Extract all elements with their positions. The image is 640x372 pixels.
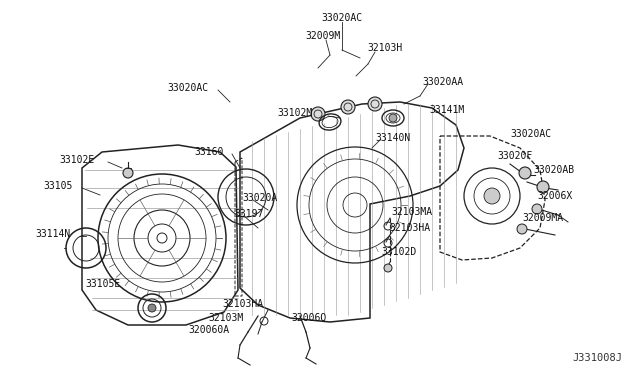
Circle shape <box>341 100 355 114</box>
Circle shape <box>384 264 392 272</box>
Text: 32006Q: 32006Q <box>291 313 326 323</box>
Text: 33105E: 33105E <box>86 279 121 289</box>
Circle shape <box>517 224 527 234</box>
Text: 33020AA: 33020AA <box>422 77 463 87</box>
Text: 32103HA: 32103HA <box>222 299 263 309</box>
Text: 32103M: 32103M <box>208 313 243 323</box>
Circle shape <box>148 304 156 312</box>
Text: 33020AC: 33020AC <box>321 13 363 23</box>
Circle shape <box>519 167 531 179</box>
Text: 33020AC: 33020AC <box>510 129 551 139</box>
Text: 33102E: 33102E <box>60 155 95 165</box>
Text: 33105: 33105 <box>44 181 73 191</box>
Text: 32009M: 32009M <box>305 31 340 41</box>
Circle shape <box>532 204 542 214</box>
Text: 32009MA: 32009MA <box>522 213 563 223</box>
Text: 32103HA: 32103HA <box>389 223 430 233</box>
Text: 33141M: 33141M <box>429 105 464 115</box>
Text: 33020A: 33020A <box>242 193 277 203</box>
Text: 33102D: 33102D <box>381 247 416 257</box>
Circle shape <box>484 188 500 204</box>
Circle shape <box>389 114 397 122</box>
Circle shape <box>537 181 549 193</box>
Text: 33114N: 33114N <box>36 229 71 239</box>
Text: 33140N: 33140N <box>375 133 410 143</box>
Text: 32103MA: 32103MA <box>391 207 432 217</box>
Text: 33020F: 33020F <box>497 151 532 161</box>
Circle shape <box>311 107 325 121</box>
Text: 320060A: 320060A <box>188 325 229 335</box>
Text: 32006X: 32006X <box>537 191 572 201</box>
Text: 33102M: 33102M <box>278 108 313 118</box>
Circle shape <box>368 97 382 111</box>
Text: 33020AB: 33020AB <box>533 165 574 175</box>
Circle shape <box>123 168 133 178</box>
Text: 33160: 33160 <box>195 147 224 157</box>
Text: J331008J: J331008J <box>572 353 622 363</box>
Text: 32103H: 32103H <box>367 43 403 53</box>
Text: 33197: 33197 <box>234 209 264 219</box>
Text: 33020AC: 33020AC <box>167 83 208 93</box>
